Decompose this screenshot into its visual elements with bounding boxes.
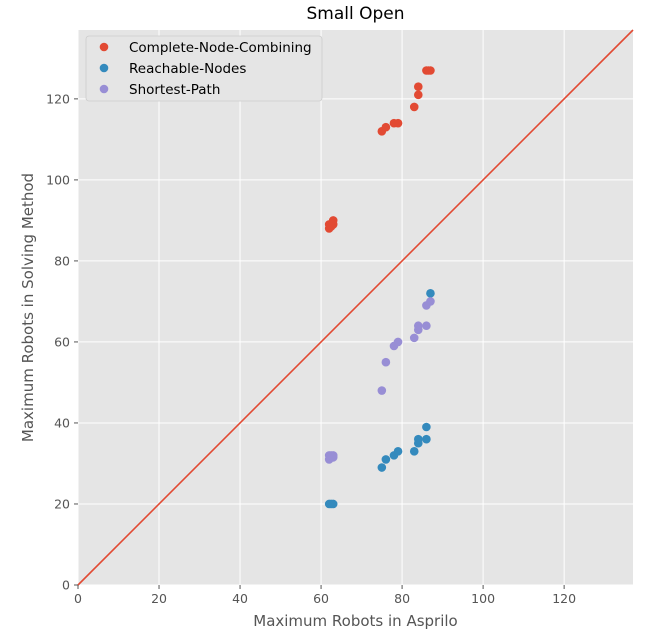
- data-point: [326, 222, 336, 231]
- data-points: [324, 66, 435, 509]
- x-tick-label: 0: [74, 591, 82, 606]
- identity-line: [77, 29, 634, 586]
- y-tick-label: 20: [54, 496, 70, 511]
- legend-box: [85, 35, 323, 102]
- data-point: [426, 297, 435, 306]
- data-point: [409, 333, 419, 343]
- data-point: [377, 386, 387, 395]
- series-reachable-nodes: [324, 289, 435, 509]
- data-point: [377, 463, 387, 472]
- x-tick-label: 40: [232, 591, 248, 606]
- series-complete-node-combining: [324, 66, 435, 233]
- data-point: [426, 66, 435, 75]
- y-tick-label: 0: [62, 578, 70, 593]
- x-tick-label: 20: [151, 591, 167, 606]
- legend-marker: [99, 84, 109, 94]
- data-point: [422, 422, 431, 432]
- x-tick-label: 100: [471, 591, 495, 606]
- x-axis-label: Maximum Robots in Asprilo: [253, 612, 458, 630]
- x-tick-label: 80: [394, 591, 410, 606]
- data-point: [409, 102, 419, 112]
- data-point: [409, 447, 419, 456]
- y-tick-label: 60: [54, 334, 70, 349]
- reference-line: [77, 29, 634, 586]
- legend-marker: [99, 42, 109, 52]
- y-axis-label: Maximum Robots in Solving Method: [19, 173, 37, 442]
- grid: [77, 30, 633, 586]
- data-point: [422, 321, 431, 331]
- legend: Complete-Node-Combining Reachable-Nodes Sh…: [85, 35, 323, 102]
- data-point: [381, 357, 391, 367]
- axis-ticks: 0 20 40 60 80 100 120 0 20 40 60 80 100 120: [46, 91, 576, 606]
- data-point: [393, 337, 403, 347]
- x-tick-label: 60: [313, 591, 329, 606]
- data-point: [413, 82, 423, 92]
- data-point: [381, 455, 391, 464]
- y-tick-label: 120: [46, 91, 70, 106]
- y-tick-label: 80: [54, 253, 70, 268]
- legend-label: Complete-Node-Combining: [129, 40, 312, 56]
- legend-marker: [99, 63, 109, 73]
- x-tick-label: 120: [552, 591, 576, 606]
- data-point: [393, 118, 403, 128]
- legend-label: Reachable-Nodes: [129, 61, 246, 77]
- data-point: [413, 90, 423, 100]
- data-point: [328, 499, 338, 509]
- data-point: [381, 122, 391, 132]
- data-point: [393, 447, 403, 456]
- data-point: [426, 289, 435, 298]
- data-point: [413, 434, 423, 444]
- legend-label: Shortest-Path: [129, 82, 220, 98]
- data-point: [328, 453, 338, 462]
- y-tick-label: 40: [54, 415, 70, 430]
- data-point: [413, 321, 423, 331]
- chart-title: Small Open: [306, 4, 404, 24]
- series-shortest-path: [324, 297, 435, 464]
- y-tick-label: 100: [46, 172, 70, 187]
- data-point: [422, 434, 431, 444]
